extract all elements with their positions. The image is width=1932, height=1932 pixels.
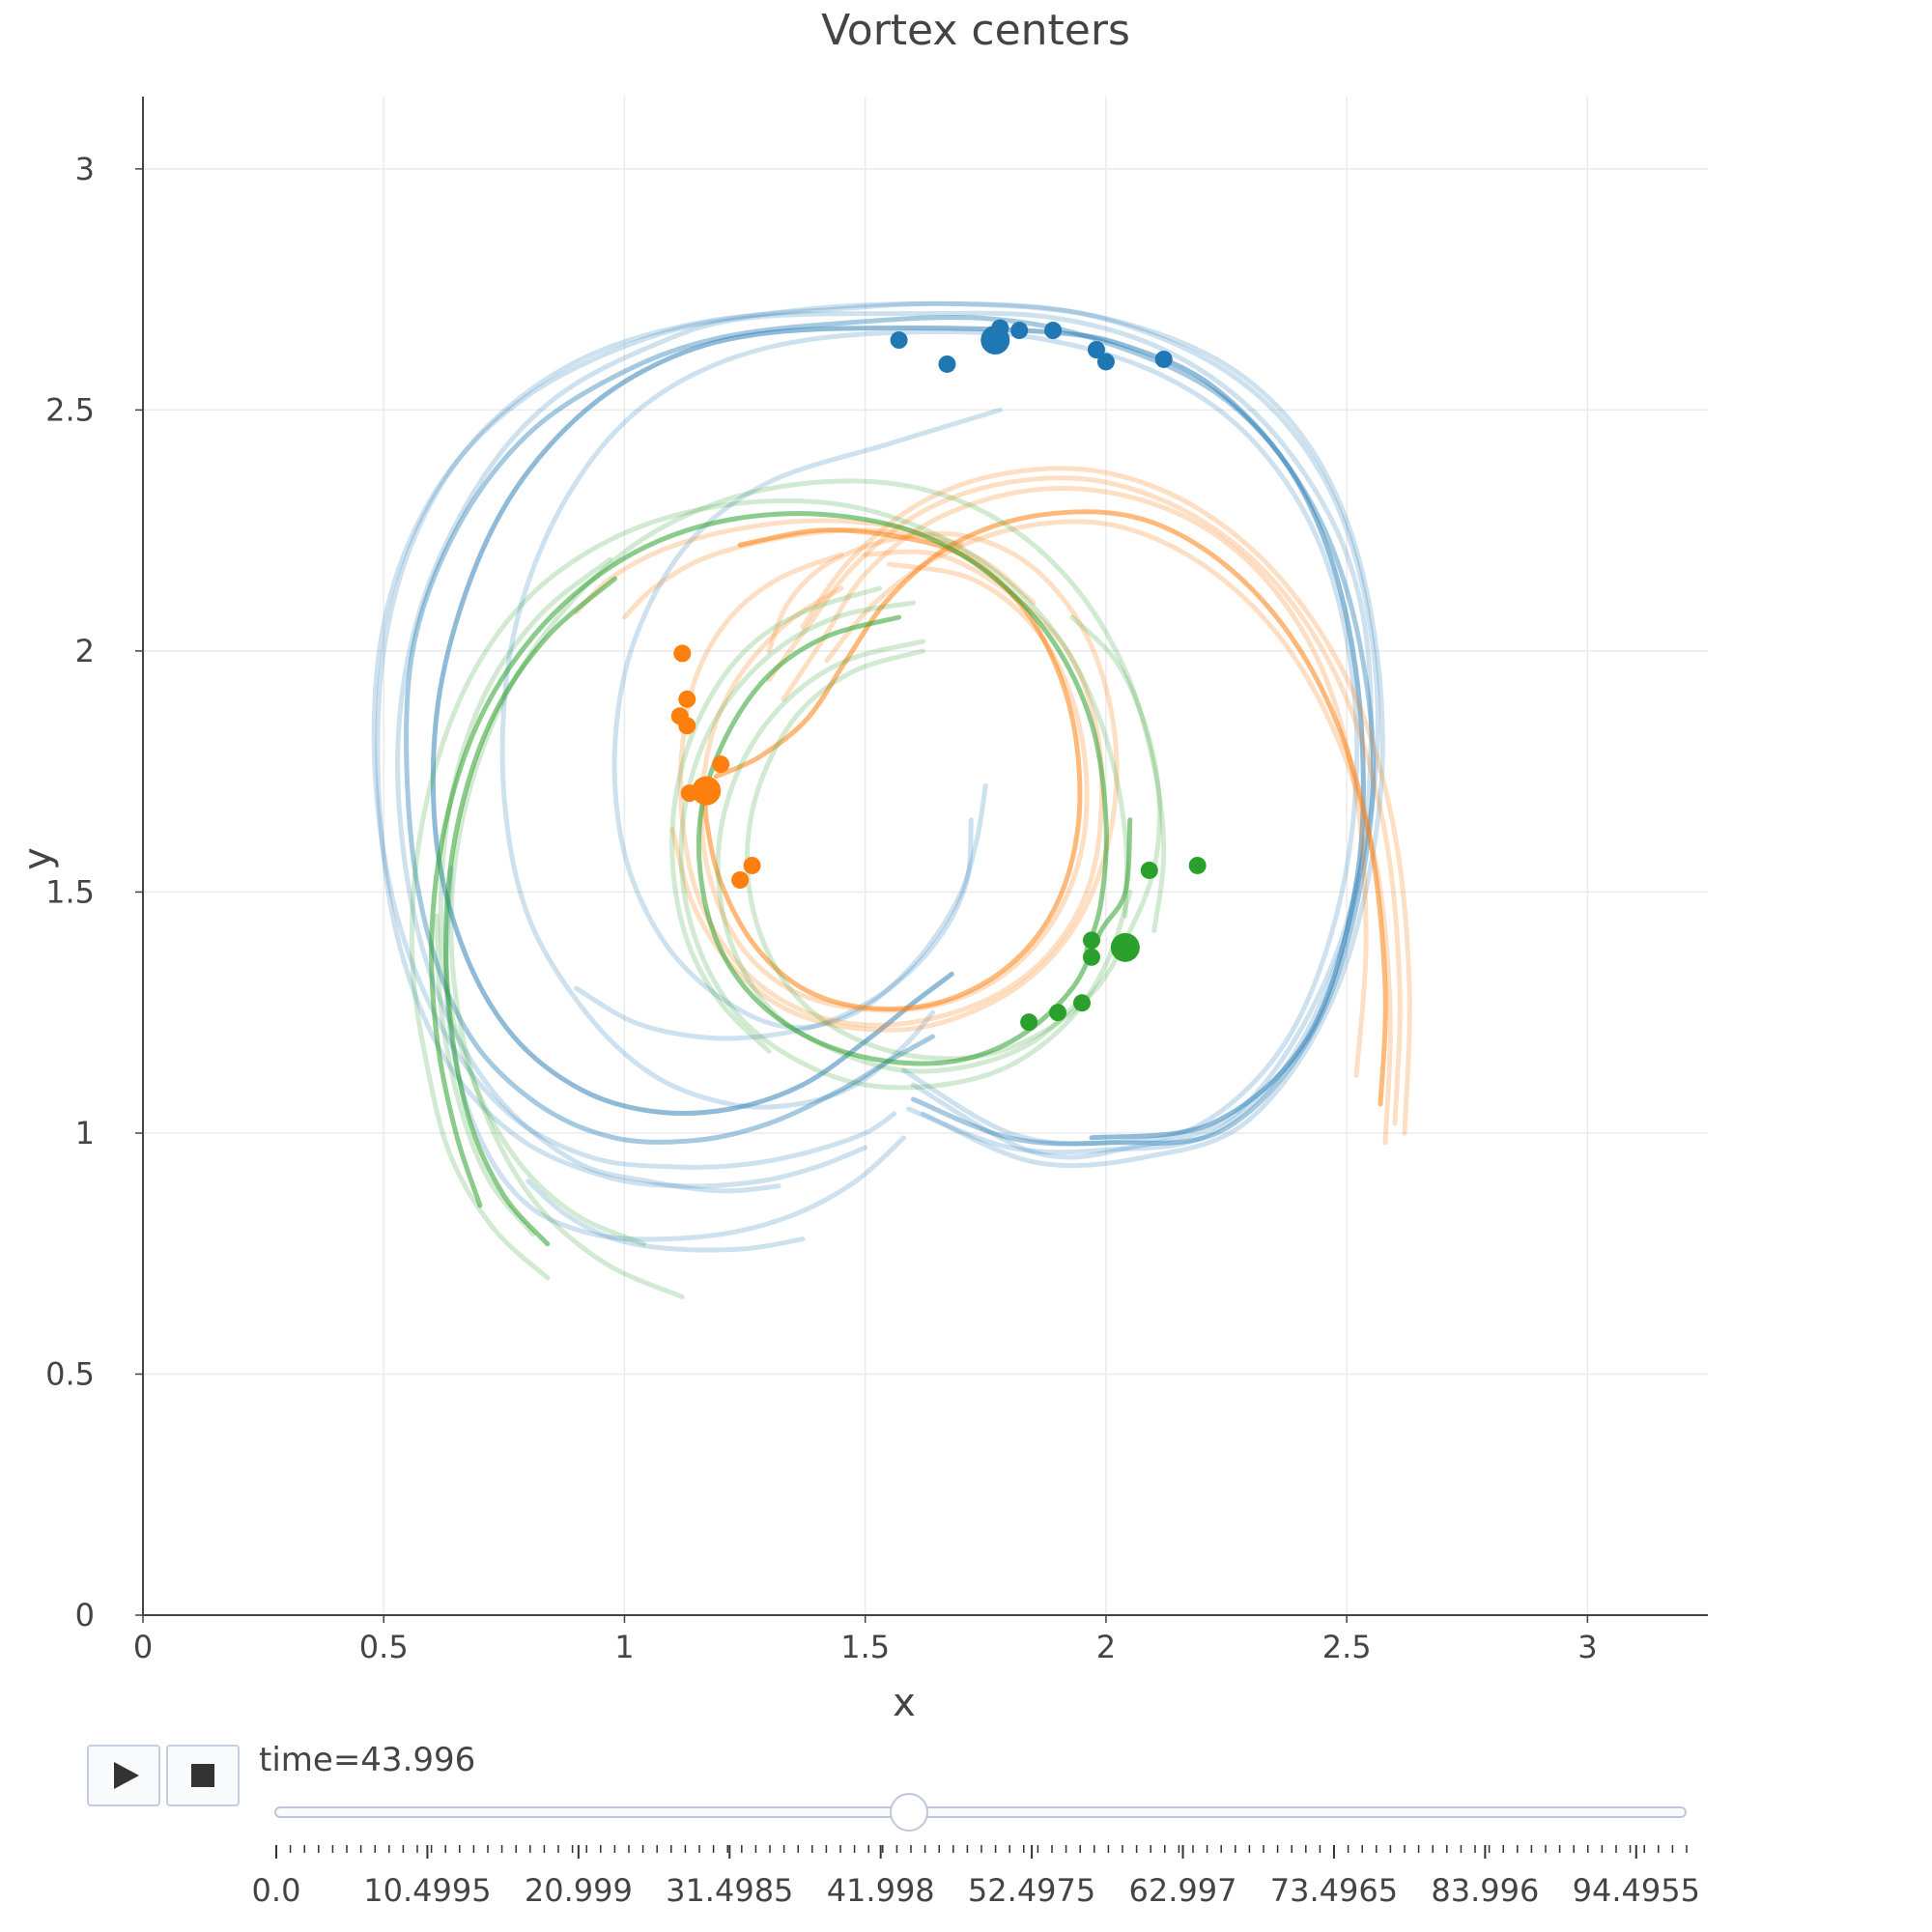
y-tick-label: 2 — [75, 633, 95, 669]
trail-series-2-4 — [410, 497, 1129, 1281]
axes: 0 0.5 1 1.5 2 2.5 3 0 0.5 1 1.5 2 2.5 3 — [45, 97, 1708, 1665]
grid-lines — [143, 97, 1708, 1615]
trail-series-0-5 — [499, 328, 1360, 1147]
play-button[interactable] — [87, 1745, 160, 1806]
time-slider-rail[interactable] — [274, 1806, 1687, 1818]
y-tick-label: 1 — [75, 1115, 95, 1151]
vortex-point-series-0-6 — [1096, 353, 1115, 371]
trail-series-1-3 — [698, 561, 1090, 1013]
slider-tick-label[interactable]: 20.999 — [524, 1872, 633, 1909]
x-tick-label: 1 — [614, 1629, 634, 1665]
trail-series-0-1 — [403, 314, 1377, 1147]
stop-icon — [191, 1764, 214, 1787]
trail-series-2-8 — [715, 639, 1085, 1074]
trail-series-2-0 — [429, 511, 1109, 1208]
current-vortex-center-series-0 — [980, 326, 1010, 355]
vortex-point-series-2-5 — [1049, 1004, 1067, 1022]
x-axis-title: x — [893, 1681, 916, 1725]
slider-tick-label[interactable]: 94.4955 — [1572, 1872, 1700, 1909]
vortex-point-series-1-1 — [678, 690, 696, 708]
trail-series-1-2 — [677, 549, 1105, 1028]
vortex-point-series-1-0 — [673, 644, 692, 663]
slider-tick-label[interactable]: 52.4975 — [967, 1872, 1096, 1909]
vortex-point-series-2-1 — [1140, 861, 1158, 879]
current-vortex-center-series-1 — [692, 776, 722, 806]
slider-tick-label[interactable]: 31.4985 — [666, 1872, 794, 1909]
trail-series-1-1 — [713, 509, 1388, 1107]
y-tick-label: 0 — [75, 1597, 95, 1634]
vortex-point-series-1-4 — [712, 755, 730, 774]
point-layer — [670, 319, 1207, 1032]
vortex-point-series-2-6 — [1020, 1013, 1038, 1032]
x-tick-label: 0 — [133, 1629, 153, 1665]
vortex-point-series-0-1 — [938, 355, 956, 373]
y-axis-title: y — [15, 847, 60, 870]
trail-series-1-9 — [622, 527, 1037, 620]
vortex-point-series-1-7 — [731, 870, 750, 889]
trail-series-2-10 — [745, 614, 1162, 1062]
trail-series-1-7 — [800, 466, 1412, 1136]
vortex-point-series-2-2 — [1082, 931, 1100, 950]
trail-series-2-9 — [669, 585, 883, 1054]
trail-series-0-8 — [526, 1179, 806, 1253]
trail-series-2-2 — [443, 576, 617, 1247]
trail-series-0-9 — [574, 817, 974, 1041]
vortex-point-series-0-7 — [1154, 350, 1173, 368]
y-tick-label: 3 — [75, 151, 95, 187]
chart-title: Vortex centers — [821, 6, 1130, 55]
current-vortex-center-series-2 — [1110, 932, 1140, 962]
y-tick-label: 0.5 — [45, 1355, 95, 1392]
slider-tick-label[interactable]: 0.0 — [251, 1872, 301, 1909]
vortex-point-series-1-6 — [743, 856, 761, 874]
x-tick-label: 1.5 — [840, 1629, 890, 1665]
trail-series-1-6 — [766, 475, 1403, 1126]
play-icon — [114, 1762, 139, 1789]
slider-tick-label[interactable]: 10.4995 — [363, 1872, 492, 1909]
time-slider-thumb[interactable] — [890, 1793, 929, 1832]
trail-series-1-8 — [824, 519, 1393, 1146]
trail-series-1-0 — [702, 527, 1083, 1012]
slider-tick-label[interactable]: 41.998 — [826, 1872, 935, 1909]
vortex-point-series-0-3 — [1010, 322, 1029, 340]
x-tick-label: 2.5 — [1322, 1629, 1372, 1665]
y-tick-label: 2.5 — [45, 391, 95, 428]
trail-layer — [371, 300, 1412, 1300]
stop-button[interactable] — [166, 1745, 240, 1806]
vortex-point-series-2-3 — [1082, 948, 1100, 966]
trail-series-2-1 — [696, 614, 1133, 1066]
trail-series-0-0 — [430, 325, 1366, 1141]
vortex-point-series-0-4 — [1044, 322, 1063, 340]
trail-series-0-2 — [371, 301, 1380, 1170]
trail-series-2-3 — [448, 478, 1167, 1300]
x-tick-label: 3 — [1577, 1629, 1597, 1665]
slider-tick-label[interactable]: 83.996 — [1431, 1872, 1540, 1909]
vortex-point-series-1-3 — [678, 717, 696, 735]
vortex-point-series-2-4 — [1073, 994, 1091, 1012]
x-tick-label: 0.5 — [359, 1629, 409, 1665]
trail-series-2-7 — [678, 600, 1133, 1091]
trail-series-2-6 — [434, 913, 536, 1237]
slider-tick-label[interactable]: 73.4965 — [1269, 1872, 1399, 1909]
vortex-point-series-0-0 — [890, 331, 908, 350]
slider-current-value: time=43.996 — [259, 1741, 476, 1779]
vortex-point-series-2-0 — [1188, 856, 1207, 874]
x-tick-label: 2 — [1096, 1629, 1116, 1665]
vortex-point-series-0-5 — [1087, 341, 1105, 358]
slider-tick-label[interactable]: 62.997 — [1128, 1872, 1237, 1909]
y-tick-label: 1.5 — [45, 873, 95, 910]
trail-series-2-5 — [438, 556, 646, 1247]
trail-series-0-3 — [375, 300, 1385, 1189]
trail-series-1-5 — [781, 485, 1369, 1078]
trail-series-0-6 — [611, 407, 1003, 1031]
